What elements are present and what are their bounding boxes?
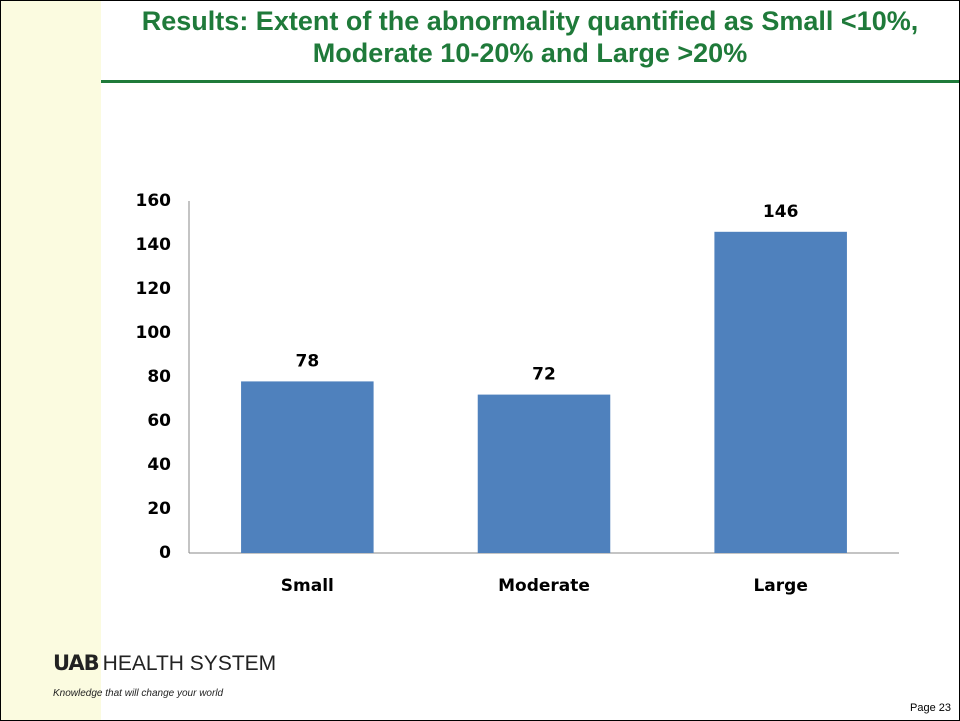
y-tick-label: 20: [147, 499, 171, 519]
title-rule: [101, 80, 959, 83]
logo-mark: UAB: [53, 651, 100, 675]
data-label: 146: [763, 202, 799, 222]
logo: UAB HEALTH SYSTEM: [53, 651, 276, 676]
data-label: 72: [532, 365, 556, 385]
y-tick-label: 0: [159, 543, 171, 563]
x-tick-label: Large: [753, 576, 807, 596]
y-tick-label: 160: [136, 191, 172, 211]
bar: [241, 381, 374, 553]
y-tick-label: 120: [136, 279, 172, 299]
chart-title: Results: Extent of the abnormality quant…: [141, 6, 919, 68]
y-tick-label: 60: [147, 411, 171, 431]
x-tick-label: Moderate: [498, 576, 590, 596]
y-tick-label: 80: [147, 367, 171, 387]
y-tick-label: 140: [136, 235, 172, 255]
tagline: Knowledge that will change your world: [53, 688, 224, 699]
page-number: Page 23: [910, 702, 951, 714]
x-tick-label: Small: [281, 576, 334, 596]
brand: HEALTH SYSTEM: [102, 652, 277, 675]
y-tick-label: 40: [147, 455, 171, 475]
bar: [477, 394, 611, 553]
data-label: 78: [295, 351, 319, 371]
y-tick-label: 100: [136, 323, 172, 343]
bar: [714, 231, 847, 554]
side-strip: [1, 1, 101, 720]
